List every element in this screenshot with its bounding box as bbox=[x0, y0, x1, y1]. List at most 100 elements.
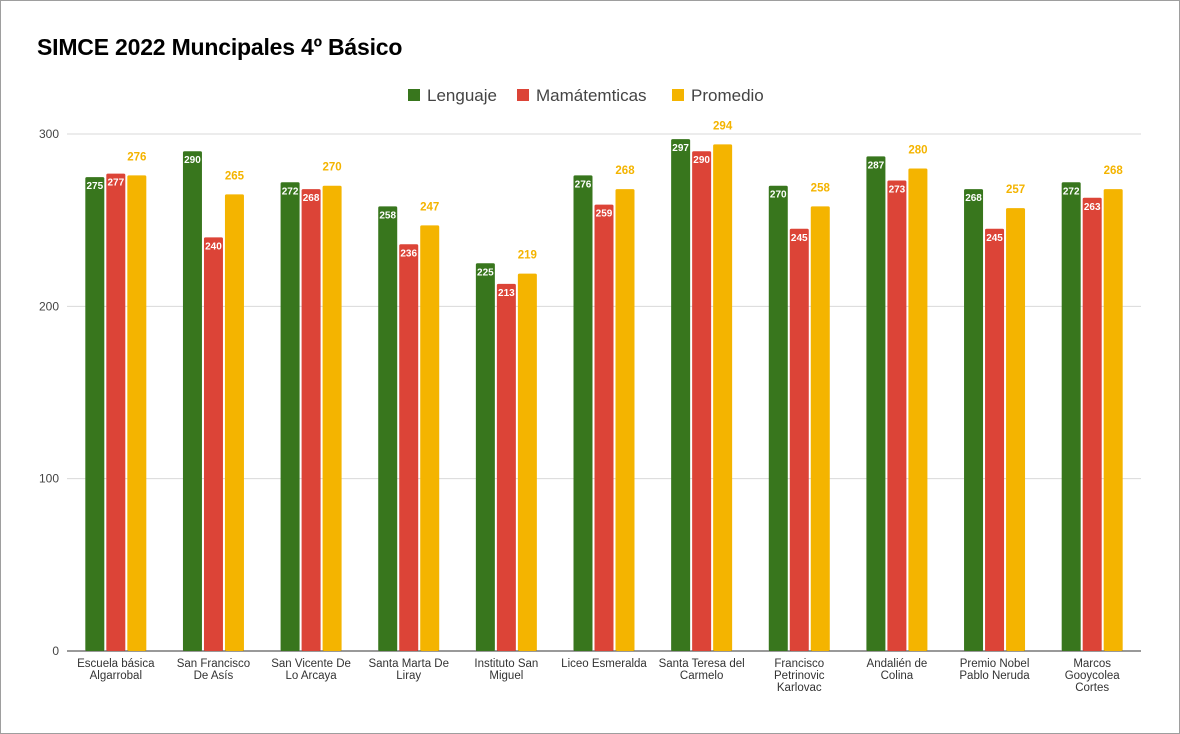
x-tick-label: San Vicente De Lo Arcaya bbox=[271, 658, 351, 682]
x-tick-label-line: Marcos bbox=[1073, 658, 1111, 670]
bar-promedio bbox=[420, 225, 440, 651]
data-label: 294 bbox=[713, 120, 733, 132]
bar-lenguaje bbox=[964, 189, 984, 651]
data-label: 236 bbox=[400, 248, 417, 259]
x-tick-label-line: Francisco bbox=[774, 658, 824, 670]
data-label: 272 bbox=[1063, 186, 1080, 197]
legend-label: Promedio bbox=[691, 86, 764, 105]
bars: 275 277 276 290 240 265 272 268 270 258 236 247 225 2… bbox=[85, 120, 1124, 652]
x-axis-labels: Escuela básica Algarrobal San Francisco De … bbox=[77, 658, 1120, 694]
y-tick-label: 300 bbox=[39, 127, 59, 141]
y-tick-label: 0 bbox=[52, 644, 59, 658]
data-label: 290 bbox=[184, 155, 201, 166]
data-label: 280 bbox=[908, 144, 927, 156]
bar-promedio bbox=[127, 175, 147, 652]
y-tick-label: 100 bbox=[39, 472, 59, 486]
x-tick-label-line: De Asís bbox=[194, 670, 234, 682]
x-tick-label-line: Santa Marta De bbox=[368, 658, 449, 670]
data-label: 258 bbox=[379, 210, 396, 221]
bar-lenguaje bbox=[866, 156, 886, 652]
data-label: 245 bbox=[986, 233, 1003, 244]
bar-lenguaje bbox=[182, 151, 202, 651]
data-label: 257 bbox=[1006, 184, 1025, 196]
legend-swatch bbox=[408, 89, 420, 101]
x-tick-label-line: Algarrobal bbox=[90, 670, 142, 682]
x-tick-label: Escuela básica Algarrobal bbox=[77, 658, 155, 682]
bar-mamátemticas bbox=[496, 283, 516, 651]
bar-lenguaje bbox=[378, 206, 398, 651]
x-tick-label-line: Colina bbox=[881, 670, 914, 682]
data-label: 270 bbox=[322, 162, 341, 174]
legend: Lenguaje Mamátemticas Promedio bbox=[408, 86, 764, 105]
data-label: 268 bbox=[1104, 165, 1124, 177]
bar-promedio bbox=[517, 273, 537, 651]
x-tick-label-line: Instituto San bbox=[474, 658, 538, 670]
bar-mamátemticas bbox=[789, 228, 809, 652]
legend-swatch bbox=[517, 89, 529, 101]
x-tick-label-line: Santa Teresa del bbox=[659, 658, 745, 670]
bar-lenguaje bbox=[85, 177, 105, 652]
x-tick-label: Liceo Esmeralda bbox=[561, 658, 647, 670]
bar-mamátemticas bbox=[1082, 197, 1102, 651]
bar-promedio bbox=[1103, 189, 1123, 651]
x-tick-label: Francisco Petrinovic Karlovac bbox=[774, 658, 825, 694]
data-label: 275 bbox=[86, 181, 103, 192]
data-label: 265 bbox=[225, 170, 245, 182]
x-tick-label-line: Liceo Esmeralda bbox=[561, 658, 647, 670]
bar-lenguaje bbox=[475, 263, 495, 651]
data-label: 268 bbox=[303, 193, 320, 204]
data-label: 259 bbox=[596, 209, 613, 220]
x-tick-label-line: Escuela básica bbox=[77, 658, 155, 670]
x-tick-label-line: Premio Nobel bbox=[960, 658, 1030, 670]
bar-mamátemticas bbox=[399, 244, 419, 651]
x-tick-label-line: Pablo Neruda bbox=[959, 670, 1030, 682]
x-tick-label-line: Petrinovic bbox=[774, 670, 825, 682]
x-tick-label: Premio Nobel Pablo Neruda bbox=[959, 658, 1030, 682]
data-label: 277 bbox=[107, 178, 124, 189]
data-label: 276 bbox=[127, 151, 146, 163]
x-tick-label-line: San Francisco bbox=[177, 658, 251, 670]
bar-lenguaje bbox=[768, 185, 788, 651]
x-tick-label-line: Cortes bbox=[1075, 682, 1109, 694]
data-label: 268 bbox=[615, 165, 635, 177]
data-label: 272 bbox=[282, 186, 299, 197]
bar-lenguaje bbox=[573, 175, 593, 652]
bar-mamátemticas bbox=[594, 204, 614, 651]
x-tick-label-line: Liray bbox=[396, 670, 421, 682]
data-label: 270 bbox=[770, 190, 787, 201]
data-label: 245 bbox=[791, 233, 808, 244]
legend-label: Lenguaje bbox=[427, 86, 497, 105]
data-label: 247 bbox=[420, 201, 439, 213]
x-tick-label: Santa Marta De Liray bbox=[368, 658, 449, 682]
x-tick-label-line: Gooycolea bbox=[1065, 670, 1121, 682]
bar-promedio bbox=[615, 189, 635, 651]
bar-mamátemticas bbox=[692, 151, 712, 651]
data-label: 297 bbox=[672, 143, 689, 154]
x-tick-label: Andalién de Colina bbox=[867, 658, 928, 682]
x-tick-label-line: Miguel bbox=[489, 670, 523, 682]
bar-mamátemticas bbox=[203, 237, 223, 651]
bar-promedio bbox=[908, 168, 928, 651]
x-tick-label-line: Karlovac bbox=[777, 682, 822, 694]
data-label: 276 bbox=[575, 179, 592, 190]
x-tick-label: Marcos Gooycolea Cortes bbox=[1065, 658, 1121, 694]
bar-lenguaje bbox=[671, 139, 691, 652]
x-tick-label: San Francisco De Asís bbox=[177, 658, 251, 682]
data-label: 219 bbox=[518, 250, 537, 262]
data-label: 290 bbox=[693, 155, 710, 166]
bar-promedio bbox=[224, 194, 244, 652]
legend-label: Mamátemticas bbox=[536, 86, 647, 105]
bar-promedio bbox=[713, 144, 733, 651]
x-tick-label-line: Carmelo bbox=[680, 670, 723, 682]
bar-promedio bbox=[810, 206, 830, 651]
bar-mamátemticas bbox=[985, 228, 1005, 652]
data-label: 273 bbox=[889, 185, 906, 196]
x-tick-label: Santa Teresa del Carmelo bbox=[659, 658, 745, 682]
bar-lenguaje bbox=[280, 182, 300, 651]
x-tick-label-line: Lo Arcaya bbox=[286, 670, 338, 682]
legend-swatch bbox=[672, 89, 684, 101]
x-tick-label-line: Andalién de bbox=[867, 658, 928, 670]
bar-promedio bbox=[322, 185, 342, 651]
data-label: 287 bbox=[868, 160, 885, 171]
